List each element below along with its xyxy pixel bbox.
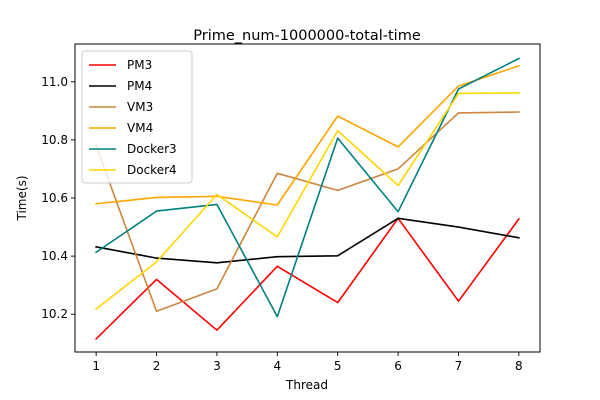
x-tick-label: 4 — [273, 359, 281, 373]
y-tick-label: 11.0 — [41, 75, 68, 89]
y-axis: 10.2 10.4 10.6 10.8 11.0 — [41, 75, 75, 321]
y-tick-label: 10.4 — [41, 249, 68, 263]
series-line-vm3 — [95, 111, 520, 313]
legend-label-docker3: Docker3 — [127, 142, 177, 156]
x-tick-label: 8 — [515, 359, 523, 373]
legend-label-vm4: VM4 — [127, 121, 153, 135]
legend-label-pm4: PM4 — [127, 79, 152, 93]
x-axis-title: Thread — [285, 378, 328, 392]
legend-label-pm3: PM3 — [127, 58, 152, 72]
y-axis-title: Time(s) — [15, 176, 29, 222]
y-tick-label: 10.6 — [41, 191, 68, 205]
x-tick-label: 1 — [92, 359, 100, 373]
legend-label-vm3: VM3 — [127, 100, 153, 114]
legend-label-docker4: Docker4 — [127, 163, 177, 177]
series-line-pm3 — [94, 217, 521, 341]
x-tick-label: 3 — [213, 359, 221, 373]
x-tick-label: 5 — [334, 359, 342, 373]
legend: PM3 PM4 VM3 VM4 Docker3 Docker4 — [81, 50, 193, 184]
x-tick-label: 6 — [394, 359, 402, 373]
y-tick-label: 10.8 — [41, 133, 68, 147]
legend-box — [81, 50, 193, 184]
x-axis: 1 2 3 4 5 6 7 8 — [92, 352, 523, 373]
series-line-docker4 — [94, 91, 520, 311]
x-tick-label: 2 — [153, 359, 161, 373]
x-tick-label: 7 — [455, 359, 463, 373]
y-tick-label: 10.2 — [41, 307, 68, 321]
series-layer — [94, 57, 521, 341]
series-line-vm4 — [95, 64, 520, 206]
series-line-pm4 — [95, 217, 520, 264]
chart-title: Prime_num-1000000-total-time — [193, 28, 421, 44]
